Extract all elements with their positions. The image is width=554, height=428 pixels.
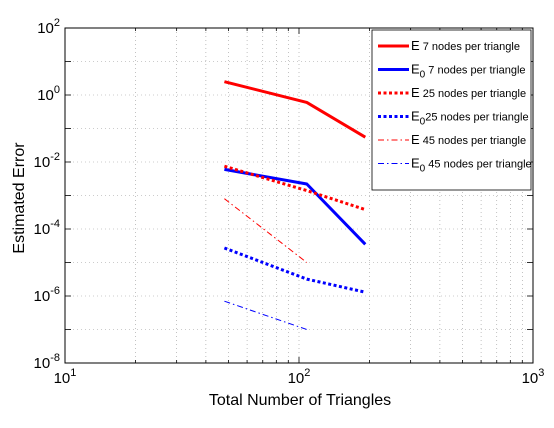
series-line-3	[223, 164, 366, 212]
legend-label-3: E 25 nodes per triangle	[411, 85, 526, 100]
series-group	[223, 80, 367, 330]
y-axis-label: Estimated Error	[11, 142, 28, 254]
y-tick-label: 10-6	[34, 285, 60, 305]
legend-label-2: E0 7 nodes per triangle	[411, 62, 526, 81]
series-line-6	[224, 300, 307, 330]
series-line-1	[224, 80, 367, 139]
legend-label-6: E0 45 nodes per triangle	[411, 156, 532, 175]
legend-label-4: E025 nodes per triangle	[411, 109, 529, 128]
legend: E 7 nodes per triangle E0 7 nodes per tri…	[371, 29, 532, 191]
y-tick-label: 10-8	[34, 352, 60, 372]
x-axis-label: Total Number of Triangles	[209, 392, 391, 409]
y-tick-label: 10-2	[34, 151, 60, 171]
x-tick-labels: 101 102 103	[54, 367, 545, 387]
y-tick-label: 102	[37, 17, 60, 37]
series-line-5	[224, 198, 308, 263]
legend-label-5: E 45 nodes per triangle	[411, 132, 526, 147]
legend-box	[371, 29, 532, 191]
series-line-4	[223, 246, 366, 294]
x-tick-label: 103	[522, 367, 545, 387]
legend-label-1: E 7 nodes per triangle	[411, 38, 520, 53]
y-tick-label: 10-4	[34, 218, 60, 238]
x-tick-label: 101	[54, 367, 77, 387]
y-tick-labels: 10-8 10-6 10-4 10-2 100 102	[34, 17, 60, 372]
x-tick-label: 102	[288, 367, 311, 387]
y-tick-label: 100	[37, 84, 60, 104]
